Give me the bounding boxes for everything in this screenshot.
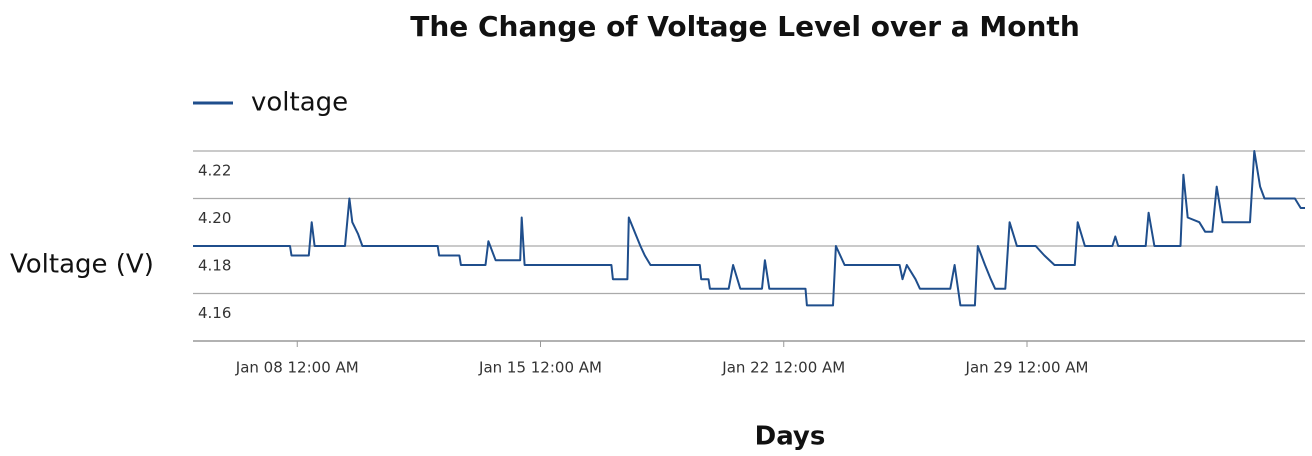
y-tick-label: 4.16 — [198, 304, 231, 322]
x-tick-label: Jan 15 12:00 AM — [478, 359, 602, 377]
data-line — [193, 150, 1305, 307]
legend-label: voltage — [251, 88, 348, 118]
y-tick-label: 4.22 — [198, 162, 231, 180]
x-tick-label: Jan 08 12:00 AM — [235, 359, 359, 377]
chart-title: The Change of Voltage Level over a Month — [410, 10, 1080, 43]
x-axis-label: Days — [755, 422, 826, 452]
x-tick-label: Jan 22 12:00 AM — [721, 359, 845, 377]
y-axis-label: Voltage (V) — [10, 250, 154, 280]
x-tick-label: Jan 29 12:00 AM — [965, 359, 1089, 377]
y-tick-label: 4.20 — [198, 209, 231, 227]
y-tick-label: 4.18 — [198, 257, 231, 275]
